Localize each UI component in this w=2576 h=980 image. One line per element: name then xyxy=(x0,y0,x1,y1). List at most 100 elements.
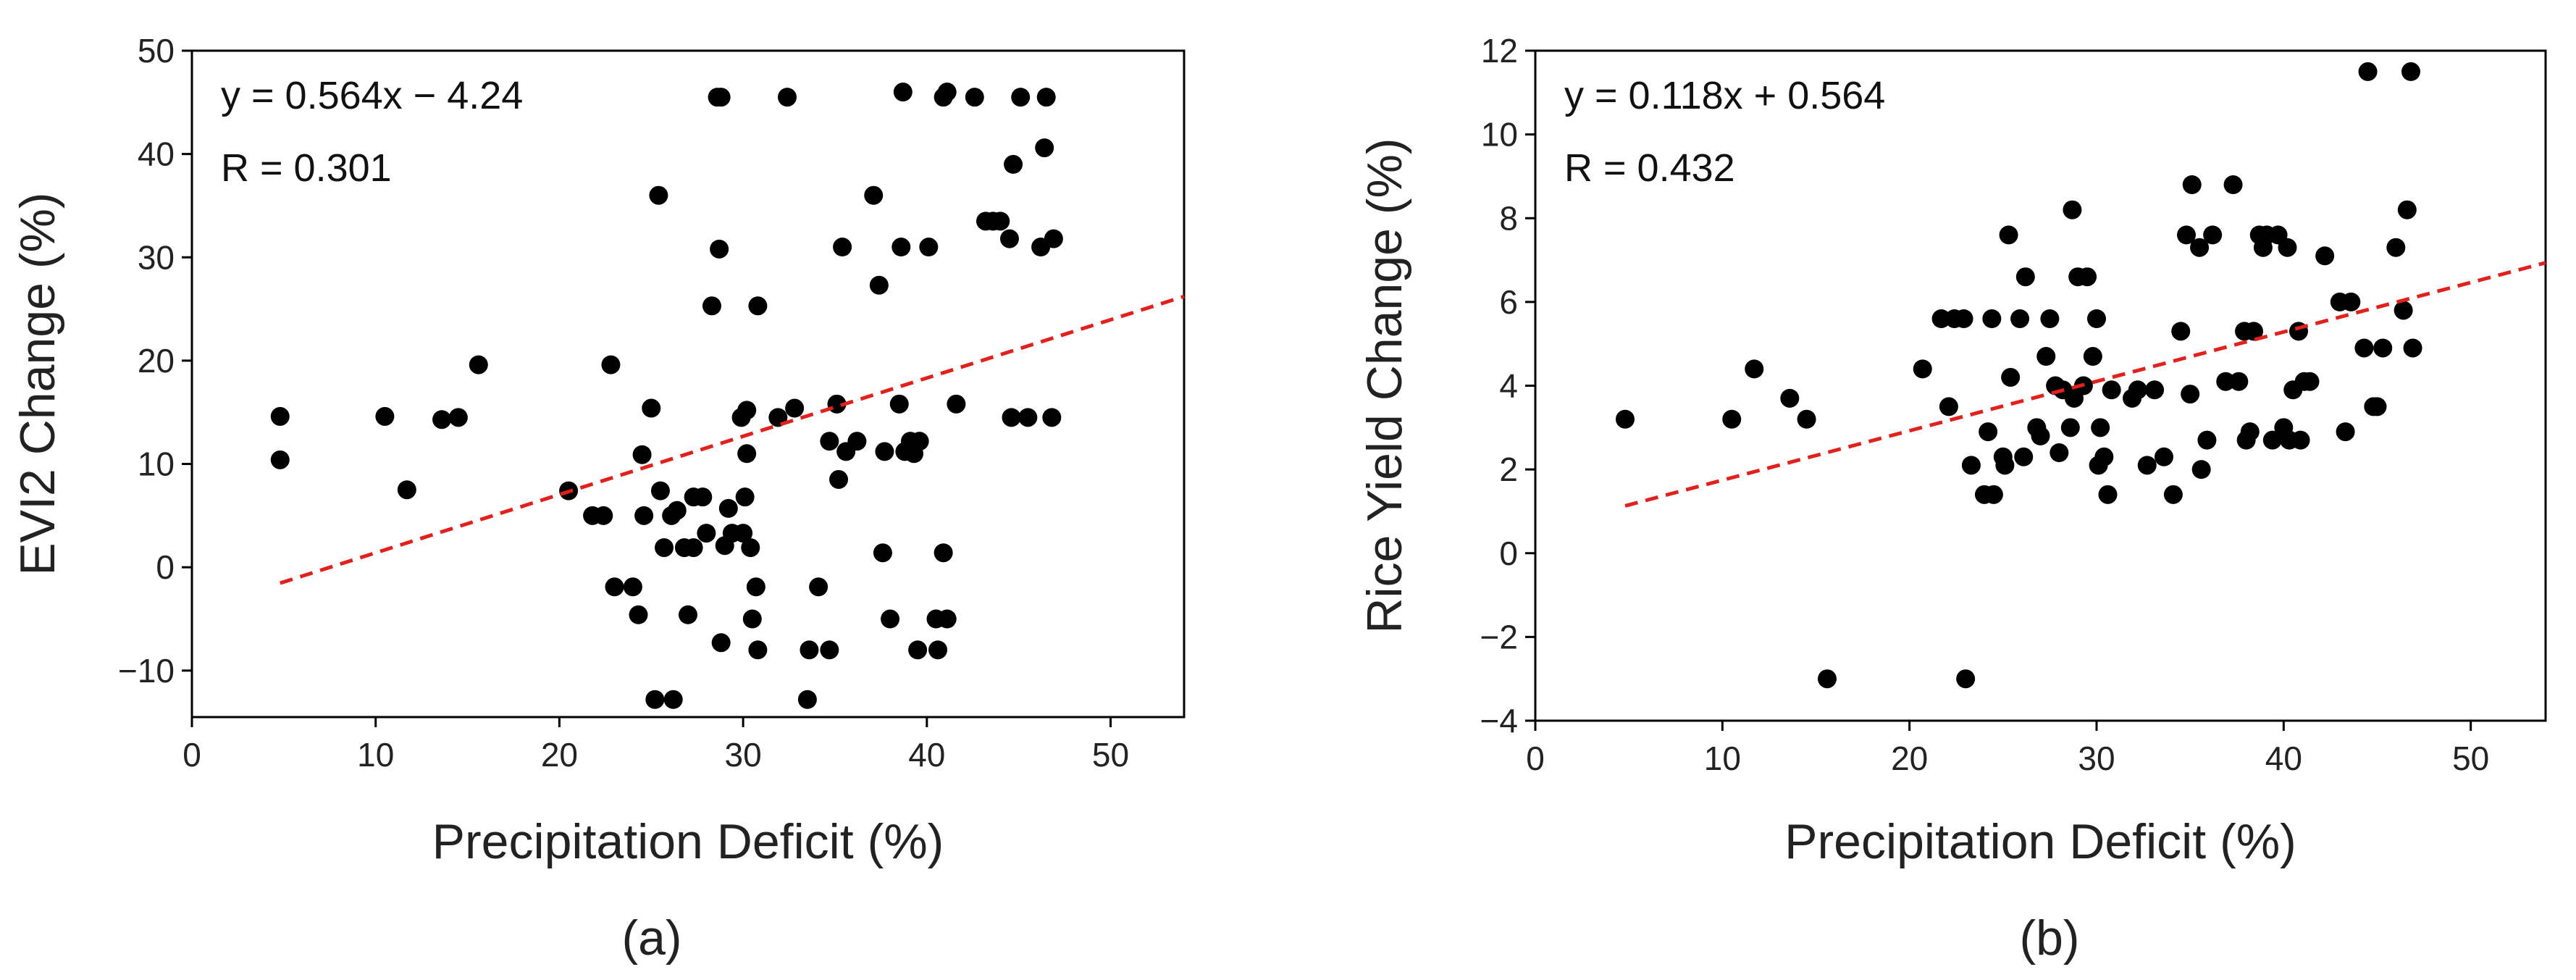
data-point xyxy=(2137,456,2157,475)
data-point xyxy=(2300,372,2320,391)
x-tick-label: 40 xyxy=(2265,740,2302,777)
data-point xyxy=(873,543,892,563)
data-point xyxy=(632,445,652,464)
data-point xyxy=(2203,225,2223,245)
data-point xyxy=(2278,238,2297,257)
data-point xyxy=(741,538,760,558)
regression-equation: y = 0.564x − 4.24 xyxy=(221,74,523,117)
x-tick-label: 30 xyxy=(2078,740,2115,777)
data-point xyxy=(2031,426,2050,445)
y-axis-title: EVI2 Change (%) xyxy=(10,192,65,575)
data-point xyxy=(800,640,819,660)
y-tick-label: 10 xyxy=(1481,116,1518,154)
data-point xyxy=(693,487,713,507)
data-point xyxy=(642,398,661,418)
data-point xyxy=(2050,443,2069,462)
data-point xyxy=(2216,372,2236,391)
data-point xyxy=(1995,456,2015,475)
x-tick-label: 10 xyxy=(1704,740,1741,777)
data-point xyxy=(2315,246,2335,266)
data-point xyxy=(2163,485,2183,504)
x-tick-label: 0 xyxy=(182,736,201,774)
data-point xyxy=(2078,267,2097,287)
data-point xyxy=(2083,347,2102,367)
data-point xyxy=(667,501,687,520)
data-point xyxy=(734,524,753,543)
data-point xyxy=(748,640,768,660)
y-tick-label: 12 xyxy=(1481,32,1518,70)
data-point xyxy=(2060,418,2080,437)
data-point xyxy=(702,296,721,316)
data-point xyxy=(820,640,839,660)
data-point xyxy=(847,432,867,451)
data-point xyxy=(375,406,395,426)
data-point xyxy=(1616,409,1635,429)
data-point xyxy=(2145,380,2165,400)
data-point xyxy=(2036,347,2056,367)
data-point xyxy=(2401,62,2420,81)
data-point xyxy=(1780,388,1800,408)
x-tick-label: 50 xyxy=(1092,736,1129,774)
data-point xyxy=(742,609,762,629)
data-point xyxy=(2394,301,2413,320)
data-point xyxy=(2397,200,2417,219)
data-point xyxy=(710,239,729,259)
data-point xyxy=(1954,309,1973,328)
data-point xyxy=(2177,225,2196,245)
data-point xyxy=(778,88,797,107)
data-point xyxy=(1984,485,2003,504)
correlation-label: R = 0.301 xyxy=(221,146,392,190)
data-point xyxy=(881,609,900,629)
data-point xyxy=(649,185,668,205)
data-point xyxy=(2336,422,2355,442)
data-point xyxy=(1035,138,1054,158)
data-point xyxy=(746,577,765,597)
data-point xyxy=(2244,322,2263,341)
data-point xyxy=(448,408,468,427)
data-point xyxy=(937,83,957,102)
data-point xyxy=(1011,88,1031,107)
data-point xyxy=(2063,200,2082,219)
data-point xyxy=(2015,267,2035,287)
data-point xyxy=(432,410,452,430)
data-point xyxy=(919,238,939,257)
data-point xyxy=(820,432,839,451)
x-axis-title: Precipitation Deficit (%) xyxy=(1784,814,2296,869)
data-point xyxy=(891,238,911,257)
data-point xyxy=(889,394,909,414)
data-point xyxy=(2190,238,2210,257)
data-point xyxy=(737,401,757,420)
regression-line xyxy=(280,294,1185,585)
data-point xyxy=(1745,359,1764,379)
data-point xyxy=(869,275,889,295)
data-point xyxy=(1999,225,2018,245)
data-point xyxy=(1956,669,1976,689)
x-tick-label: 10 xyxy=(357,736,394,774)
data-point xyxy=(605,577,624,597)
data-point xyxy=(737,444,757,464)
data-point xyxy=(2386,238,2406,257)
data-point xyxy=(2094,447,2114,466)
y-tick-label: −4 xyxy=(1480,702,1518,740)
data-point xyxy=(663,690,683,709)
y-tick-label: 40 xyxy=(138,135,175,173)
x-tick-label: 30 xyxy=(725,736,762,774)
data-point xyxy=(684,538,703,558)
panel-label: (b) xyxy=(2019,910,2079,966)
data-point xyxy=(2197,430,2217,450)
data-point xyxy=(937,609,957,629)
data-point xyxy=(809,577,828,597)
data-point xyxy=(785,398,805,418)
data-point xyxy=(1931,309,1951,328)
data-point xyxy=(947,394,966,414)
regression-line xyxy=(1624,261,2546,508)
x-tick-label: 20 xyxy=(1891,740,1928,777)
data-point xyxy=(1044,229,1063,248)
data-point xyxy=(999,229,1019,248)
data-point xyxy=(864,185,884,205)
data-point xyxy=(2191,460,2211,479)
data-point xyxy=(270,406,290,426)
y-tick-label: −10 xyxy=(118,652,175,690)
data-point xyxy=(711,88,731,107)
